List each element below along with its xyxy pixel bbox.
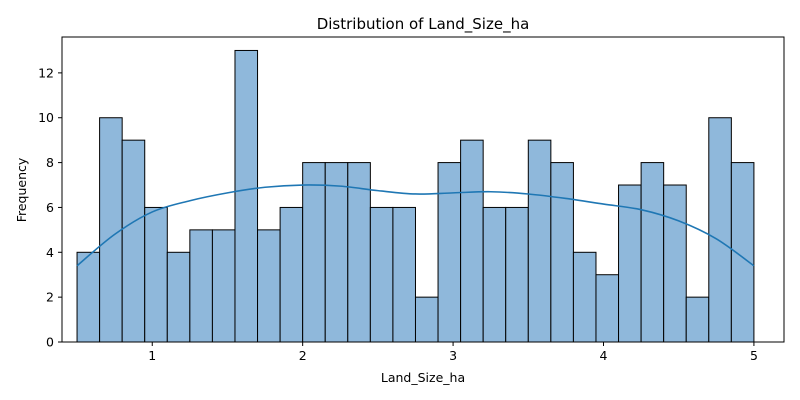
histogram-bar xyxy=(437,162,462,343)
bars-group xyxy=(76,49,755,343)
histogram-bar xyxy=(369,206,394,343)
histogram-bar xyxy=(121,139,146,343)
histogram-bar xyxy=(76,251,101,343)
y-tick-label: 12 xyxy=(38,65,54,80)
x-tick-label: 4 xyxy=(600,348,608,363)
histogram-bar xyxy=(595,274,620,343)
histogram-bar xyxy=(550,162,574,343)
x-axis-label: Land_Size_ha xyxy=(381,370,465,385)
x-tick-label: 1 xyxy=(148,348,156,363)
y-tick-label: 6 xyxy=(46,200,54,215)
kde-line xyxy=(76,184,755,267)
histogram-bar xyxy=(663,184,687,343)
histogram-bar xyxy=(460,139,484,343)
x-tick-label: 3 xyxy=(449,348,457,363)
histogram-bar xyxy=(640,162,665,343)
histogram-bar xyxy=(99,117,123,343)
histogram-bar xyxy=(166,251,191,343)
y-tick-label: 8 xyxy=(46,155,54,170)
plot-frame xyxy=(61,36,785,343)
y-axis-ticks: 0 2 4 6 8 10 12 xyxy=(38,65,62,350)
histogram-bar xyxy=(392,206,416,343)
histogram-bar xyxy=(279,206,304,343)
y-tick-label: 2 xyxy=(46,290,54,305)
histogram-bar xyxy=(302,162,326,343)
x-tick-label: 2 xyxy=(299,348,307,363)
y-tick-label: 4 xyxy=(46,245,54,260)
histogram-bar xyxy=(527,139,552,343)
histogram-bar xyxy=(189,229,213,343)
histogram-bar xyxy=(708,117,732,343)
histogram-bar xyxy=(234,49,259,343)
histogram-bar xyxy=(685,296,710,343)
histogram-bar xyxy=(482,206,507,343)
histogram-bar xyxy=(144,206,168,343)
y-axis-label: Frequency xyxy=(14,157,29,222)
histogram-bar xyxy=(572,251,597,343)
y-tick-label: 10 xyxy=(38,110,54,125)
y-tick-label: 0 xyxy=(46,335,54,350)
x-tick-label: 5 xyxy=(750,348,758,363)
histogram-bar xyxy=(257,229,281,343)
histogram-bar xyxy=(414,296,439,343)
x-axis-ticks: 1 2 3 4 5 xyxy=(148,342,758,363)
histogram-bar xyxy=(324,162,349,343)
histogram-bar xyxy=(505,206,529,343)
histogram-bar xyxy=(211,229,236,343)
chart-title: Distribution of Land_Size_ha xyxy=(317,15,530,34)
